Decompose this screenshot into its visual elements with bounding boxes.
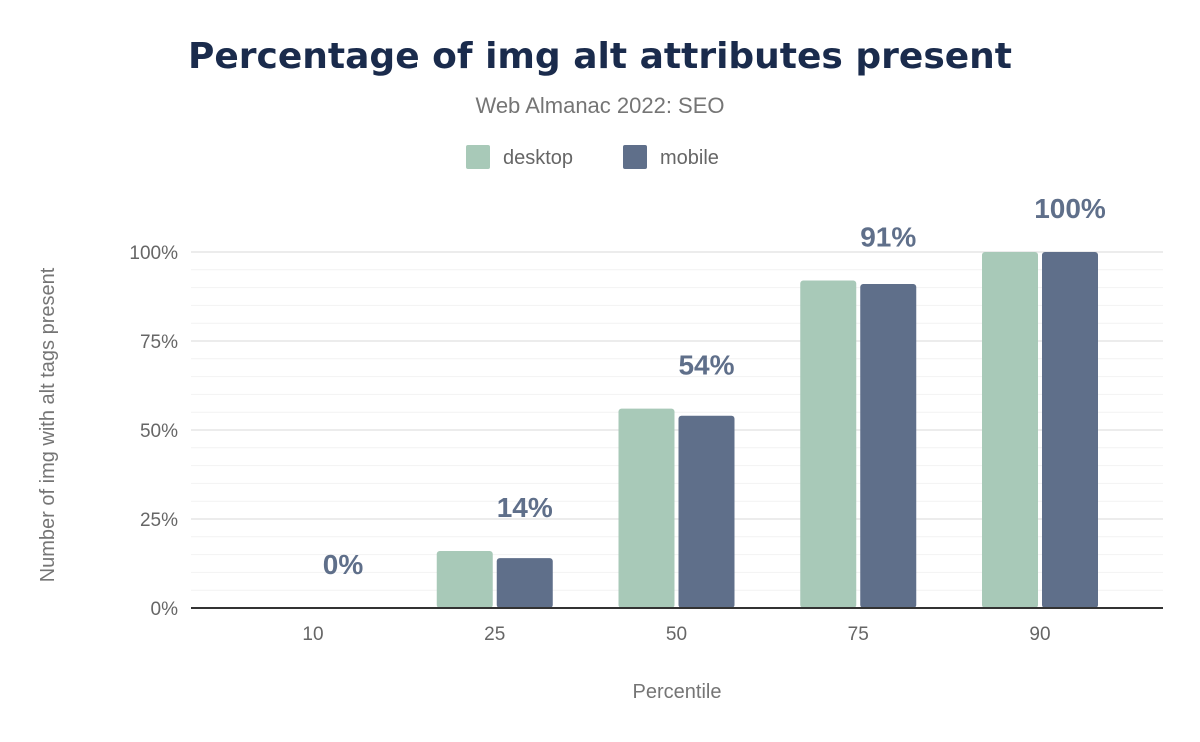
y-tick-label: 50% xyxy=(140,421,178,442)
data-label: 100% xyxy=(1034,193,1106,224)
x-tick-label: 50 xyxy=(666,624,687,645)
bar-desktop-25 xyxy=(436,551,493,608)
x-tick-label: 25 xyxy=(484,624,505,645)
chart-subtitle: Web Almanac 2022: SEO xyxy=(475,93,724,118)
data-label: 91% xyxy=(860,221,916,252)
legend-swatch-mobile xyxy=(623,145,647,169)
x-axis-label: Percentile xyxy=(633,681,722,703)
legend-label-mobile: mobile xyxy=(660,147,719,169)
y-axis-ticks: 0% 25% 50% 75% 100% xyxy=(129,243,178,620)
x-tick-label: 10 xyxy=(302,624,323,645)
bar-mobile-90 xyxy=(1042,252,1098,608)
y-tick-label: 100% xyxy=(129,243,178,264)
y-tick-label: 25% xyxy=(140,510,178,531)
legend: desktop mobile xyxy=(466,145,719,169)
data-label: 14% xyxy=(497,492,553,523)
y-tick-label: 0% xyxy=(151,599,179,620)
bar-mobile-75 xyxy=(860,284,917,608)
bar-mobile-25 xyxy=(496,558,553,608)
bars xyxy=(436,252,1098,608)
chart-title: Percentage of img alt attributes present xyxy=(188,36,1012,77)
bar-mobile-50 xyxy=(678,415,735,608)
legend-label-desktop: desktop xyxy=(503,147,573,169)
x-tick-label: 75 xyxy=(848,624,869,645)
y-tick-label: 75% xyxy=(140,332,178,353)
data-label: 0% xyxy=(323,549,364,580)
bar-desktop-50 xyxy=(618,408,675,608)
x-axis-ticks: 10 25 50 75 90 xyxy=(302,624,1050,645)
bar-desktop-75 xyxy=(800,280,857,608)
data-labels: 0% 14% 54% 91% 100% xyxy=(323,193,1106,580)
y-axis-label: Number of img with alt tags present xyxy=(37,267,59,582)
legend-swatch-desktop xyxy=(466,145,490,169)
x-tick-label: 90 xyxy=(1029,624,1050,645)
bar-desktop-90 xyxy=(982,252,1038,608)
data-label: 54% xyxy=(678,350,734,381)
